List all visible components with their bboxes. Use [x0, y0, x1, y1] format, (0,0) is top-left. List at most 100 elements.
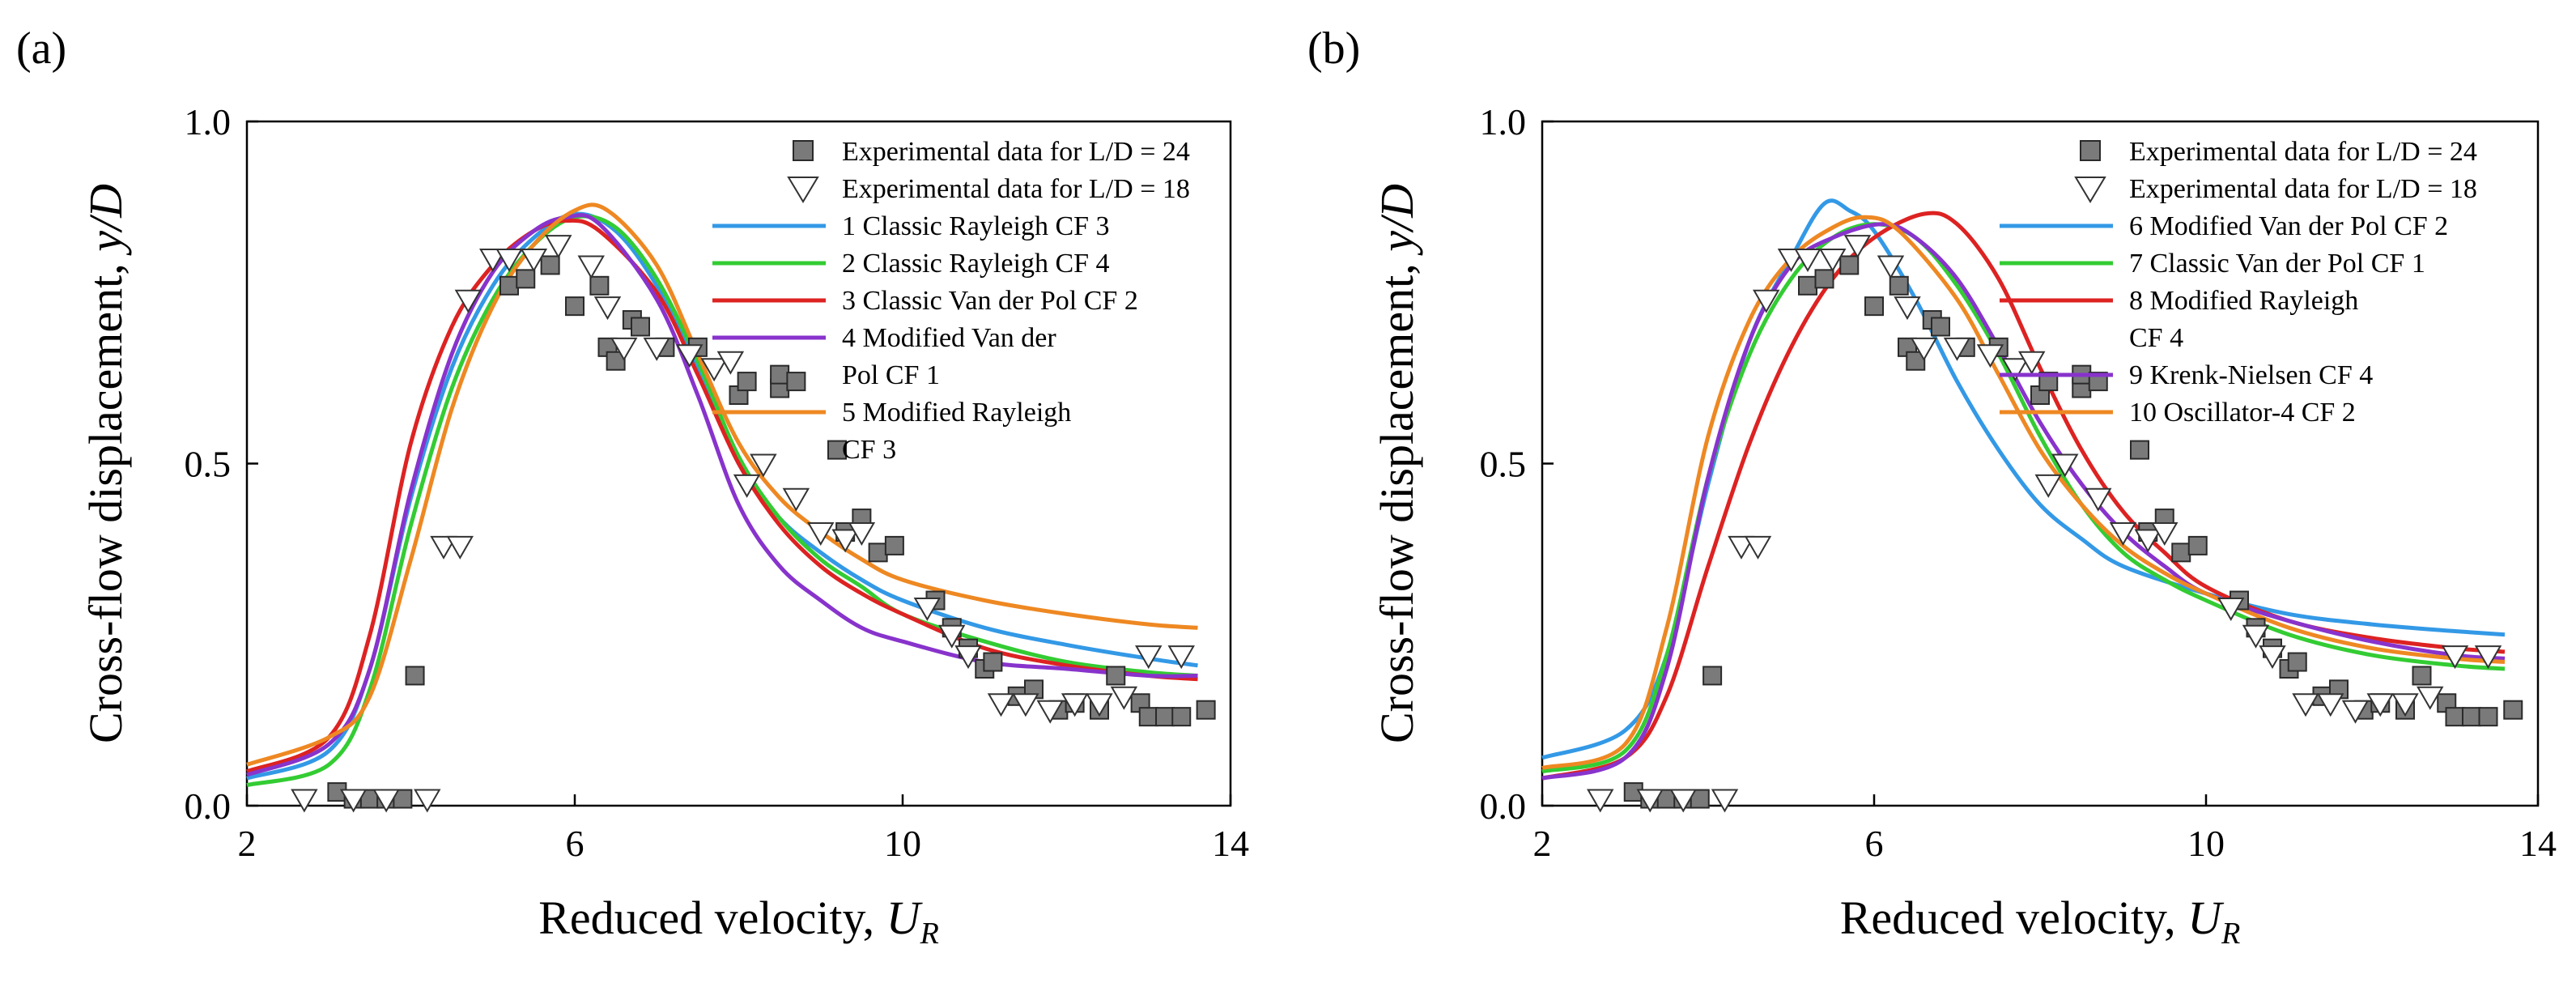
data-point-ld18 [1877, 255, 1905, 279]
panel-label: (a) [16, 23, 66, 74]
model-curve-3 [1541, 211, 2506, 781]
data-point-ld18 [1012, 693, 1039, 717]
data-point-ld18 [1061, 693, 1089, 717]
data-point-ld18 [2292, 693, 2319, 717]
legend-label-3: 7 Classic Van der Pol CF 1 [2129, 249, 2425, 279]
data-point-ld18 [1894, 296, 1921, 321]
data-point-ld18 [2391, 693, 2419, 717]
legend-marker-square [2080, 140, 2101, 161]
data-point-ld18 [750, 453, 777, 478]
data-point-ld18 [831, 529, 859, 553]
x-axis-title-var: U [2187, 892, 2225, 944]
data-point-ld24 [868, 543, 888, 563]
data-point-ld24 [1814, 269, 1834, 289]
model-curve-5 [246, 202, 1198, 767]
data-point-ld18 [1753, 289, 1780, 313]
legend-marker-triangle [2074, 177, 2106, 203]
legend-marker-square [793, 140, 814, 161]
data-point-ld18 [700, 358, 728, 382]
y-axis-title-var: y/D [1371, 184, 1423, 256]
data-point-ld18 [1036, 700, 1064, 724]
data-point-ld18 [593, 296, 622, 321]
model-curve-4 [1541, 222, 2506, 781]
data-point-ld24 [589, 275, 610, 296]
data-point-ld24 [2412, 666, 2432, 686]
data-point-ld18 [2051, 453, 2079, 478]
data-point-ld24 [1931, 317, 1950, 337]
legend-label-1: Experimental data for L/D = 18 [842, 174, 1190, 204]
data-point-ld18 [1167, 645, 1195, 670]
data-point-ld24 [2130, 440, 2149, 460]
y-axis-title-var: y/D [79, 184, 132, 256]
legend-label-4: 8 Modified Rayleigh [2129, 286, 2358, 316]
data-point-ld18 [782, 487, 810, 512]
data-point-ld18 [1587, 789, 1614, 813]
data-point-ld24 [827, 440, 847, 460]
data-point-ld18 [938, 624, 966, 649]
data-point-ld18 [2001, 358, 2029, 382]
x-tick-label: 10 [2187, 823, 2225, 864]
legend-label-3: 2 Classic Rayleigh CF 4 [842, 249, 1110, 279]
x-axis-title: Reduced velocity, UR [538, 892, 939, 951]
data-point-ld18 [1110, 686, 1138, 710]
data-point-ld24 [1906, 351, 1926, 371]
data-point-ld24 [1171, 707, 1192, 727]
data-point-ld18 [430, 535, 457, 560]
data-point-ld18 [339, 789, 368, 813]
data-point-ld24 [2478, 707, 2498, 727]
data-point-ld18 [913, 597, 942, 621]
data-point-ld18 [1669, 789, 1697, 813]
data-point-ld18 [716, 351, 745, 375]
y-tick-label: 1.0 [185, 101, 232, 143]
legend-label-4-cont: CF 4 [2129, 323, 2183, 353]
x-tick-label: 10 [884, 823, 921, 864]
x-axis-title-sub: R [2221, 917, 2240, 951]
y-axis-title-text: Cross-flow displacement, [79, 252, 132, 743]
data-point-ld18 [495, 249, 523, 273]
data-point-ld24 [2038, 372, 2059, 392]
data-point-ld18 [2034, 474, 2062, 498]
data-point-ld24 [1889, 275, 1909, 296]
data-point-ld18 [1976, 344, 2004, 368]
legend: Experimental data for L/D = 24 Experiment… [2000, 137, 2477, 428]
data-point-ld18 [1843, 235, 1872, 259]
data-point-ld18 [2109, 522, 2137, 547]
x-axis-title-var: U [886, 892, 924, 944]
data-point-ld18 [1794, 249, 1821, 273]
legend-label-2: 6 Modified Van der Pol CF 2 [2129, 211, 2448, 241]
data-point-ld18 [2441, 645, 2469, 670]
panel-b: (b) 2 6 10 14 0.0 0.5 1.0 Reduced velocity, UR Cr… [1307, 23, 2557, 951]
legend-label-6-cont: CF 3 [842, 435, 896, 465]
y-axis-title: Cross-flow displacement, y/D [79, 184, 132, 743]
y-tick-label: 0.0 [185, 785, 232, 827]
data-point-ld18 [1711, 789, 1739, 813]
data-point-ld18 [372, 789, 400, 813]
panel-a: (a) 2 6 10 14 0.0 0.5 1.0 Reduced velocity, UR Cr… [16, 23, 1249, 951]
data-point-ld24 [565, 296, 584, 317]
x-axis-title-text: Reduced velocity, [538, 892, 886, 944]
data-point-ld18 [848, 522, 876, 547]
data-point-ld18 [2474, 645, 2502, 670]
legend: Experimental data for L/D = 24 Experiment… [712, 137, 1190, 465]
data-point-ld18 [454, 289, 482, 313]
x-tick-label: 2 [238, 823, 257, 864]
legend-label-5: 9 Krenk-Nielsen CF 4 [2129, 360, 2373, 390]
data-point-ld24 [1196, 700, 1216, 720]
legend-label-1: Experimental data for L/D = 18 [2129, 174, 2477, 204]
data-point-ld18 [1728, 535, 1755, 560]
data-point-ld18 [577, 255, 605, 279]
data-point-ld24 [1839, 255, 1860, 275]
data-point-ld18 [2317, 693, 2344, 717]
data-point-ld18 [2341, 700, 2370, 724]
legend-label-5: 4 Modified Van der [842, 323, 1056, 353]
data-point-ld24 [983, 652, 1003, 672]
data-point-ld18 [987, 693, 1015, 717]
y-tick-label: 0.5 [185, 444, 232, 485]
data-point-ld18 [1910, 337, 1938, 361]
data-point-ld18 [1943, 337, 1971, 361]
data-point-ld18 [733, 474, 761, 498]
data-point-ld18 [1636, 789, 1664, 813]
x-axis-title-sub: R [920, 917, 939, 951]
data-point-ld18 [1135, 645, 1163, 670]
